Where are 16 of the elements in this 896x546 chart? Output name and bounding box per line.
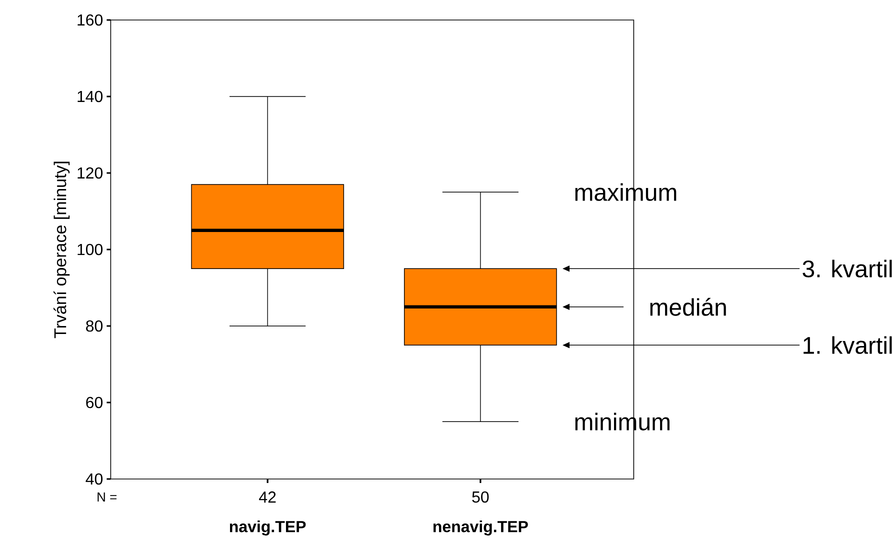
text: medián [650,298,726,316]
y-tick-label: 40 [86,473,103,485]
x-tick-label: nenavig.TEP [433,520,528,536]
y-tick-label: 120 [78,167,103,179]
y-tick-label: 80 [86,320,103,332]
x-tick-label: navig.TEP [230,520,306,536]
y-tick-label: 60 [86,396,103,408]
y-tick-label: 100 [78,244,103,256]
y-axis-title: Trvání operace [minuty] [54,162,70,338]
text: 1. kvartil [804,336,892,354]
text: 42 [259,491,276,503]
text: 50 [472,491,489,503]
y-tick-label: 160 [78,14,103,26]
text: 3. kvartil [802,260,892,278]
y-tick-label: 140 [78,90,103,102]
text: N = [98,492,117,502]
